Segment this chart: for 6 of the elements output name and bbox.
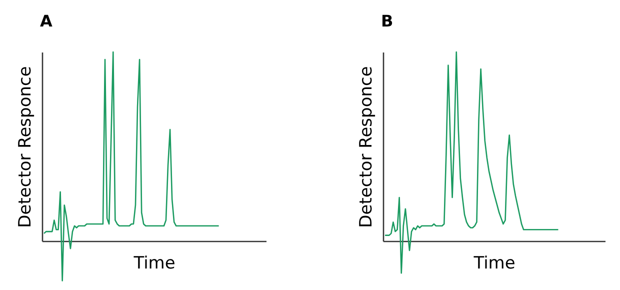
chart-title: A xyxy=(40,11,53,30)
y-axis-title: Detector Responce xyxy=(356,66,376,228)
x-axis-title: Time xyxy=(472,254,516,274)
chart-title: B xyxy=(381,11,394,30)
y-axis-title: Detector Responce xyxy=(16,66,36,228)
x-axis-title: Time xyxy=(132,254,176,274)
